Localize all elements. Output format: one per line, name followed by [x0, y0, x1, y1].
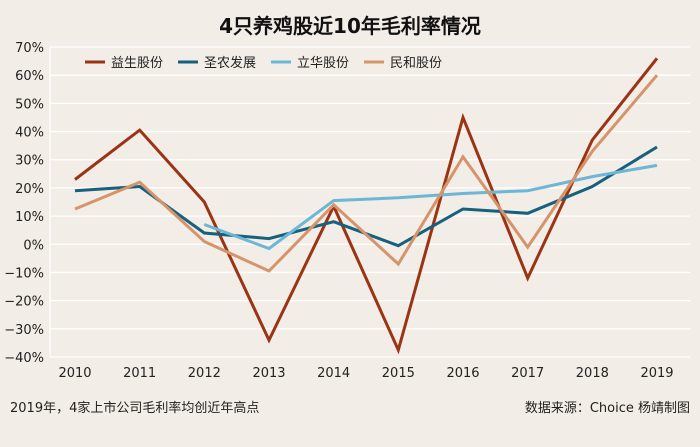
- y-tick-label: 0%: [23, 238, 44, 253]
- legend-item: 立华股份: [271, 56, 349, 71]
- y-tick-label: −20%: [4, 295, 44, 310]
- legend-label: 益生股份: [111, 56, 163, 71]
- y-tick-label: 60%: [15, 69, 44, 84]
- y-tick-label: 20%: [15, 182, 44, 197]
- y-tick-label: 30%: [15, 154, 44, 169]
- y-tick-label: −30%: [4, 323, 44, 338]
- x-tick-label: 2015: [382, 366, 415, 381]
- y-tick-label: 50%: [15, 97, 44, 112]
- x-axis: 2010 2011 2012 2013 2014 2015 2016 2017 2018 2019: [58, 366, 673, 381]
- series-group: [74, 57, 659, 355]
- legend: 益生股份 圣农发展 立华股份 民和股份: [85, 55, 442, 71]
- legend-item: 圣农发展: [178, 55, 256, 71]
- x-tick-label: 2012: [188, 366, 221, 381]
- x-tick-label: 2013: [252, 366, 285, 381]
- legend-label: 立华股份: [297, 56, 349, 71]
- x-tick-label: 2016: [446, 366, 479, 381]
- y-tick-label: −40%: [4, 351, 44, 366]
- x-tick-label: 2017: [511, 366, 544, 381]
- series-line-3: [203, 163, 658, 251]
- x-tick-label: 2011: [123, 366, 156, 381]
- x-tick-label: 2014: [317, 366, 350, 381]
- grid: [49, 46, 690, 358]
- y-tick-label: 40%: [15, 126, 44, 141]
- legend-item: 益生股份: [85, 56, 163, 71]
- y-axis: −40% −30% −20% −10% 0% 10% 20% 30% 40% 50% 60% 70%: [4, 41, 44, 366]
- series-line-4: [74, 74, 659, 273]
- series-line-1: [74, 57, 659, 355]
- x-tick-label: 2018: [576, 366, 609, 381]
- legend-label: 民和股份: [390, 56, 442, 71]
- chart-title: 4只养鸡股近10年毛利率情况: [219, 14, 481, 38]
- chart-note: 2019年，4家上市公司毛利率均创近年高点: [10, 400, 259, 416]
- x-tick-label: 2019: [640, 366, 673, 381]
- y-tick-label: 10%: [15, 210, 44, 225]
- x-tick-label: 2010: [58, 366, 91, 381]
- legend-item: 民和股份: [364, 56, 442, 71]
- chart-source: 数据来源：Choice 杨靖制图: [525, 401, 690, 416]
- legend-label: 圣农发展: [204, 55, 256, 71]
- y-tick-label: 70%: [15, 41, 44, 56]
- y-tick-label: −10%: [4, 266, 44, 281]
